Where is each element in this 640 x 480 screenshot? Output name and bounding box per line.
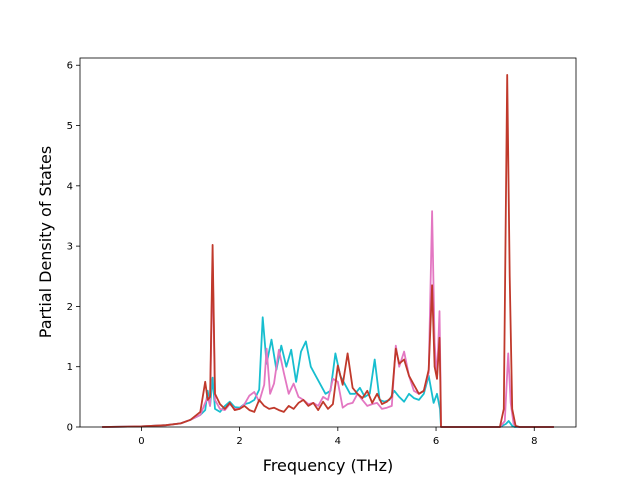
x-tick-label: 0 [138, 436, 144, 447]
y-tick-label: 2 [67, 302, 73, 313]
series-line-3 [102, 74, 554, 428]
y-tick-label: 0 [67, 423, 73, 434]
y-tick-label: 6 [67, 61, 73, 72]
series-layer [102, 74, 554, 428]
plot-frame [79, 57, 577, 428]
y-axis-label: Partial Density of States [36, 146, 55, 338]
y-tick-label: 5 [67, 121, 73, 132]
y-axis-ticks: 0 1 2 3 4 5 6 [67, 61, 80, 434]
series-line-1 [102, 316, 554, 428]
x-axis-label: Frequency (THz) [263, 456, 393, 475]
x-tick-label: 6 [433, 436, 439, 447]
y-tick-label: 4 [67, 181, 73, 192]
series-line-2 [102, 210, 554, 428]
y-tick-label: 1 [67, 362, 73, 373]
x-tick-label: 2 [236, 436, 242, 447]
y-tick-label: 3 [67, 242, 73, 253]
x-tick-label: 8 [531, 436, 537, 447]
x-axis-ticks: 0 2 4 6 8 [138, 427, 537, 447]
x-tick-label: 4 [335, 436, 341, 447]
